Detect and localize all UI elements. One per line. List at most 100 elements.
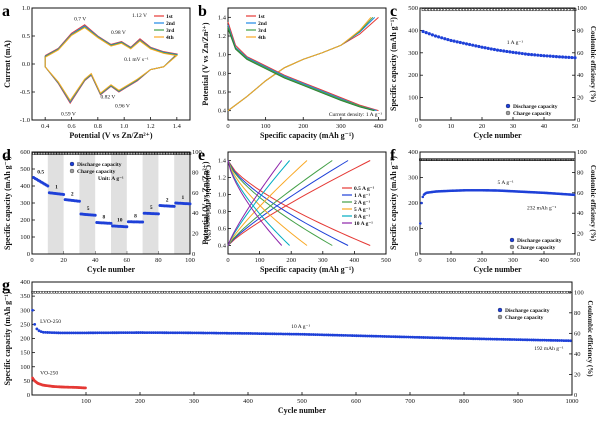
ce-point — [40, 152, 43, 155]
ce-point — [494, 158, 498, 161]
ce-point — [79, 152, 83, 155]
ce-point — [56, 152, 59, 155]
ce-point — [320, 291, 323, 294]
lvo-capacity-point — [149, 331, 153, 335]
lvo-capacity-point — [277, 332, 281, 336]
lvo-capacity-point — [41, 330, 45, 334]
ce-point — [530, 158, 534, 161]
lvo-capacity-point — [160, 331, 164, 335]
y2-tick-label: 20 — [574, 371, 581, 378]
ce-point — [147, 152, 151, 155]
lvo-capacity-point — [514, 338, 518, 341]
y2-tick-label: 100 — [577, 149, 587, 156]
lvo-capacity-point — [506, 338, 510, 341]
ce-point — [542, 8, 546, 12]
discharge-curve — [227, 160, 349, 246]
lvo-capacity-point — [316, 333, 320, 337]
ce-point — [480, 8, 484, 12]
lvo-capacity-point — [290, 332, 294, 336]
lvo-capacity-point — [286, 332, 289, 336]
lvo-capacity-point — [473, 337, 477, 341]
ce-point — [141, 152, 144, 155]
ce-point — [568, 291, 572, 294]
legend-entry: Charge capacity — [505, 315, 544, 321]
lvo-capacity-point — [199, 331, 203, 335]
ce-point — [525, 291, 528, 294]
lvo-capacity-point — [156, 331, 160, 335]
lvo-capacity-point — [499, 337, 503, 341]
lvo-capacity-point — [460, 337, 464, 340]
ce-point — [139, 152, 143, 155]
y-tick-label: 0 — [415, 251, 418, 258]
lvo-capacity-point — [188, 331, 192, 335]
y-axis-label: Specific capacity (mAh g⁻¹) — [3, 291, 12, 385]
lvo-capacity-point — [391, 335, 395, 339]
ce-point — [90, 291, 94, 294]
legend-marker — [505, 103, 511, 109]
ce-point — [60, 152, 64, 155]
ce-point — [489, 158, 493, 161]
lvo-capacity-point — [454, 336, 458, 340]
ce-point — [520, 8, 524, 12]
ce-point — [440, 158, 443, 161]
ce-point — [439, 291, 442, 294]
y2-tick-label: 0 — [192, 251, 195, 258]
lvo-capacity-point — [255, 332, 259, 335]
ce-point — [458, 8, 462, 12]
lvo-capacity-point — [560, 339, 564, 342]
ce-point — [467, 158, 470, 161]
x-tick-label: 500 — [381, 257, 391, 264]
ce-point — [142, 291, 145, 294]
ce-point — [212, 291, 215, 294]
ce-point — [442, 158, 446, 161]
ce-point — [513, 158, 516, 161]
ce-point — [461, 158, 464, 161]
lvo-capacity-point — [141, 331, 145, 334]
ce-point — [38, 152, 42, 155]
ce-point — [528, 158, 531, 161]
ce-point — [368, 291, 372, 294]
y2-tick-label: 80 — [577, 169, 584, 176]
lvo-capacity-point — [394, 335, 397, 339]
lvo-capacity-point — [428, 336, 432, 340]
lvo-capacity-point — [301, 332, 304, 336]
lvo-capacity-point — [441, 336, 445, 340]
ce-point — [549, 158, 552, 161]
ce-point — [123, 152, 127, 155]
ce-point — [360, 291, 364, 294]
ce-point — [279, 291, 283, 294]
lvo-capacity-point — [333, 333, 337, 337]
ce-point — [481, 158, 484, 161]
ce-point — [285, 291, 288, 294]
ce-point — [455, 8, 459, 12]
ce-point — [328, 291, 331, 294]
ce-point — [168, 152, 171, 155]
x-tick-label: 1.4 — [173, 123, 182, 130]
ce-point — [501, 291, 504, 294]
lvo-capacity-point — [486, 337, 490, 341]
ce-point — [312, 291, 315, 294]
ce-point — [247, 291, 250, 294]
ce-point — [562, 158, 566, 161]
ce-point — [152, 291, 156, 294]
ce-point — [174, 152, 178, 155]
legend-marker — [69, 161, 75, 167]
x-axis-label: Potential (V vs Zn/Zn²⁺) — [69, 131, 152, 140]
capacity-point — [572, 193, 576, 197]
charge-curve — [227, 160, 291, 246]
lvo-capacity-point — [458, 337, 462, 340]
lvo-capacity-point — [329, 333, 333, 337]
ce-point — [495, 158, 499, 161]
x-axis-label: Cycle number — [473, 131, 522, 140]
ce-point — [98, 152, 102, 155]
capacity-point — [440, 36, 444, 40]
annotation: 0.59 V — [61, 112, 76, 118]
y-axis-label: Potential (V vs Zn/Zn²⁺) — [201, 161, 210, 244]
lvo-capacity-point — [337, 333, 341, 337]
y2-tick-label: 60 — [192, 190, 199, 197]
ce-point — [127, 152, 130, 155]
ce-point — [420, 291, 423, 294]
lvo-capacity-point — [480, 337, 484, 341]
capacity-point — [554, 55, 559, 59]
capacity-point — [489, 47, 493, 51]
